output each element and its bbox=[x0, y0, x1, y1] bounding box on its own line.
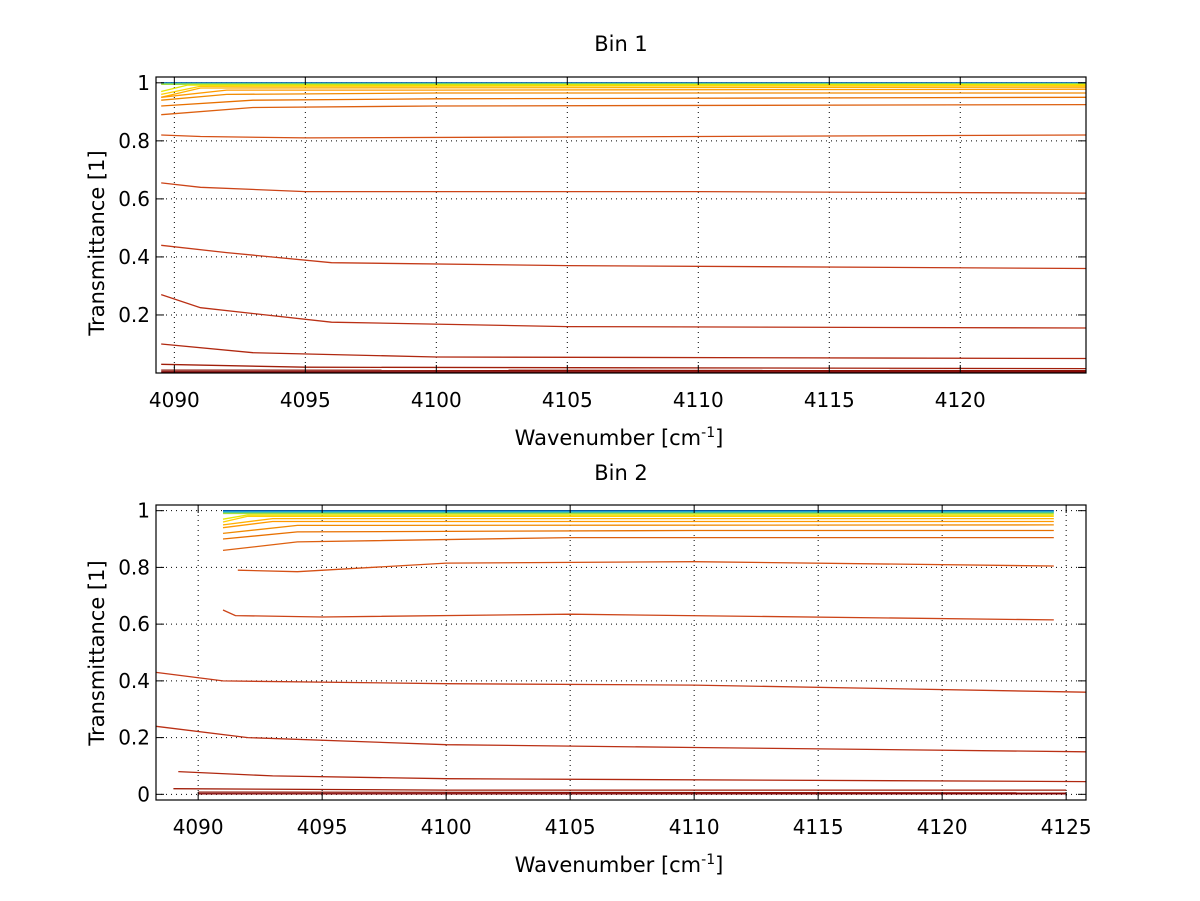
series-layer bbox=[160, 82, 1087, 373]
series-layer bbox=[155, 510, 1087, 795]
x-tick-label: 4120 bbox=[935, 388, 986, 412]
y-axis-label: Transmittance [1] bbox=[85, 150, 109, 336]
x-tick-label: 4125 bbox=[1041, 815, 1092, 839]
y-tick-label: 0.8 bbox=[118, 555, 150, 579]
x-tick-label: 4110 bbox=[673, 388, 724, 412]
x-tick-label: 4090 bbox=[173, 815, 224, 839]
y-tick-label: 1 bbox=[137, 71, 150, 95]
y-tick-label: 0.2 bbox=[118, 303, 150, 327]
series-line-12 bbox=[161, 134, 1087, 139]
x-tick-label: 4105 bbox=[542, 388, 593, 412]
series-line-13 bbox=[222, 609, 1054, 621]
series-line-18 bbox=[161, 369, 1087, 372]
x-tick-label: 4100 bbox=[421, 815, 472, 839]
y-tick-label: 0.8 bbox=[118, 129, 150, 153]
series-line-11 bbox=[161, 103, 1087, 116]
x-tick-label: 4095 bbox=[280, 388, 331, 412]
y-tick-label: 0 bbox=[137, 782, 150, 806]
series-line-15 bbox=[160, 293, 1087, 329]
series-line-7 bbox=[161, 86, 1087, 98]
series-line-17 bbox=[173, 788, 1067, 791]
axes-box bbox=[155, 76, 1087, 374]
x-axis-label: Wavenumber [cm-1] bbox=[515, 852, 724, 877]
series-line-9 bbox=[161, 92, 1086, 101]
series-line-5 bbox=[161, 83, 1087, 93]
y-axis-label: Transmittance [1] bbox=[85, 560, 109, 746]
series-line-6 bbox=[161, 85, 1087, 96]
chart-title: Bin 2 bbox=[594, 461, 648, 485]
series-line-5 bbox=[222, 514, 1054, 520]
series-line-9 bbox=[222, 524, 1054, 535]
ticks: 4090 4095 4100 4105 4110 4115 4120 4125 0 0.2 0.4 0… bbox=[118, 499, 1091, 839]
series-line-16 bbox=[178, 770, 1087, 783]
y-tick-label: 0.6 bbox=[118, 187, 150, 211]
axes-box bbox=[155, 504, 1087, 801]
series-line-13 bbox=[161, 182, 1087, 194]
series-line-7 bbox=[222, 517, 1054, 526]
y-tick-label: 0.2 bbox=[118, 726, 150, 750]
y-tick-label: 0.6 bbox=[118, 612, 150, 636]
x-tick-label: 4105 bbox=[545, 815, 596, 839]
y-tick-label: 1 bbox=[137, 499, 150, 523]
series-line-10 bbox=[222, 529, 1054, 540]
chart-title: Bin 1 bbox=[594, 32, 648, 56]
x-tick-label: 4100 bbox=[411, 388, 462, 412]
series-line-8 bbox=[161, 88, 1087, 98]
x-tick-label: 4110 bbox=[669, 815, 720, 839]
series-line-18 bbox=[198, 791, 1067, 794]
series-line-10 bbox=[161, 96, 1087, 107]
series-line-11 bbox=[222, 536, 1054, 552]
series-line-15 bbox=[155, 725, 1087, 753]
series-line-8 bbox=[222, 520, 1054, 529]
series-line-14 bbox=[155, 671, 1087, 693]
ticks: 4090 4095 4100 4105 4110 4115 4120 0.2 0.4 0.6 0.8… bbox=[118, 71, 1086, 412]
y-tick-label: 0.4 bbox=[118, 669, 150, 693]
x-tick-label: 4115 bbox=[793, 815, 844, 839]
x-tick-label: 4090 bbox=[149, 388, 200, 412]
series-line-14 bbox=[161, 244, 1087, 270]
series-line-16 bbox=[161, 343, 1087, 360]
series-line-6 bbox=[222, 515, 1054, 523]
x-tick-label: 4115 bbox=[804, 388, 855, 412]
y-tick-label: 0.4 bbox=[118, 245, 150, 269]
series-line-12 bbox=[237, 561, 1054, 573]
x-tick-label: 4120 bbox=[917, 815, 968, 839]
chart-bin-2: Bin 2 4090 4095 4100 4105 4110 4115 4120 4125 0 0… bbox=[85, 461, 1092, 877]
chart-bin-1: Bin 1 4090 4095 4100 4105 4110 4115 4120 0.2 0.4… bbox=[85, 32, 1087, 450]
x-tick-label: 4095 bbox=[297, 815, 348, 839]
x-axis-label: Wavenumber [cm-1] bbox=[515, 425, 724, 450]
